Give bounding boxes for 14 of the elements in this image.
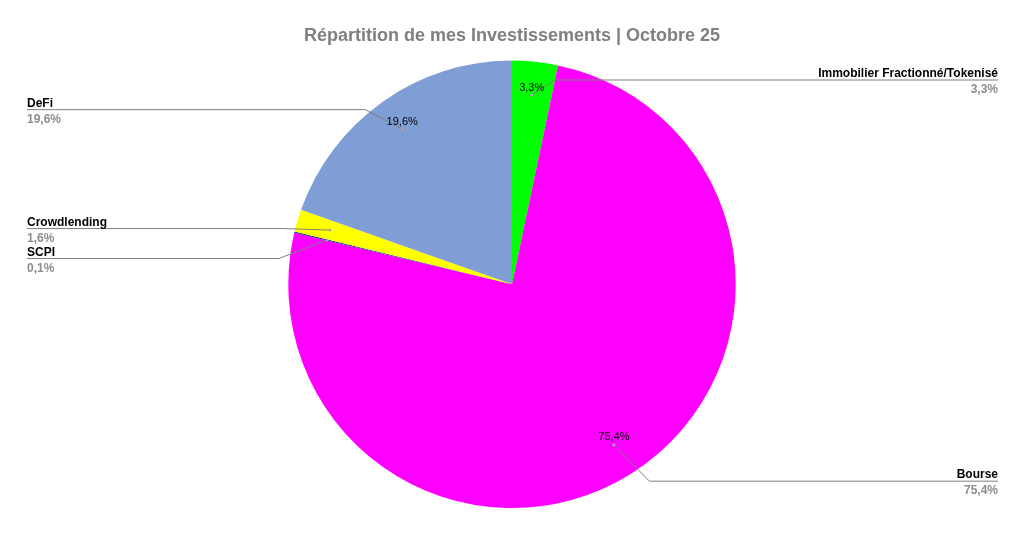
text: 19,6% [386,114,418,127]
slice-label: Bourse [956,467,999,482]
text: 3,3% [519,80,545,93]
slice-label: Crowdlending [27,214,107,229]
slice-label: Immobilier Fractionné/Tokenisé [818,66,999,80]
data-label: 0,1% [27,260,55,275]
data-label: 19,6% [27,111,62,126]
data-label: 3,3% [970,82,999,96]
data-label: 1,6% [27,230,55,245]
slice-label: SCPI [27,244,56,259]
chart-title: Répartition de mes Investissements | Octobre 25 [303,24,721,45]
text: 75,4% [598,430,630,443]
data-label: 75,4% [963,483,999,498]
slice-label: DeFi [27,95,54,110]
